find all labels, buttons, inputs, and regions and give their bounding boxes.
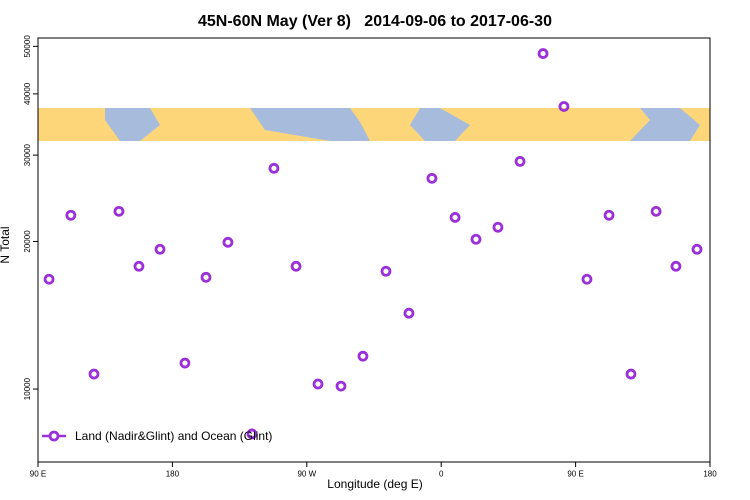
data-point [650, 205, 662, 217]
data-point [88, 368, 100, 380]
x-tick-label: 180 [166, 470, 180, 479]
data-point [537, 48, 549, 59]
data-point [581, 273, 593, 285]
data-point [403, 307, 415, 319]
data-point [357, 350, 369, 362]
map-land [38, 108, 710, 141]
x-tick-label: 90 E [567, 470, 583, 479]
plot-frame [37, 37, 711, 463]
data-point [154, 243, 166, 255]
data-point [246, 428, 258, 440]
data-point [268, 162, 280, 174]
data-point [670, 260, 682, 272]
x-tick-label: 180 [703, 470, 717, 479]
x-axis-label: Longitude (deg E) [327, 477, 422, 491]
data-point [133, 260, 145, 272]
data-point [558, 101, 570, 112]
legend-marker [48, 430, 60, 442]
y-tick-label: 40000 [23, 82, 32, 105]
data-point [179, 357, 191, 369]
y-tick-label: 10000 [23, 377, 32, 400]
data-point [492, 221, 504, 233]
data-point [380, 265, 392, 277]
data-point [335, 380, 347, 392]
map-strip [38, 108, 710, 141]
data-point [625, 368, 637, 380]
data-point [449, 212, 461, 223]
data-point [514, 155, 526, 167]
data-point [43, 273, 55, 285]
y-tick-label: 30000 [23, 143, 32, 166]
x-tick-label: 0 [439, 470, 444, 479]
data-point [312, 378, 324, 390]
y-tick-label: 20000 [23, 230, 32, 253]
data-point [290, 260, 302, 272]
data-point [470, 233, 482, 245]
data-point [426, 172, 438, 184]
data-point [65, 209, 77, 221]
data-point [113, 205, 125, 217]
y-tick-label: 50000 [23, 35, 32, 58]
x-tick-label: 90 E [30, 470, 46, 479]
y-axis-label: N Total [0, 226, 12, 263]
legend-label: Land (Nadir&Glint) and Ocean (Glint) [75, 429, 272, 443]
data-point [603, 209, 615, 221]
chart-title: 45N-60N May (Ver 8) 2014-09-06 to 2017-0… [198, 13, 552, 30]
x-tick-label: 90 W [297, 470, 316, 479]
data-point [222, 236, 234, 248]
data-point [691, 243, 703, 255]
data-point [200, 271, 212, 283]
